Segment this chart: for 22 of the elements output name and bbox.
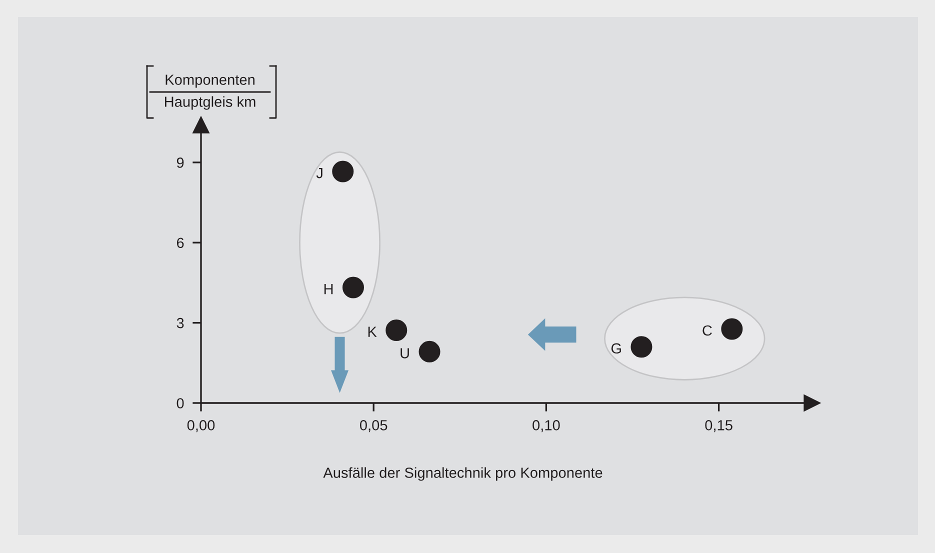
x-tick-label: 0,05 (360, 420, 388, 432)
annotation: C (702, 325, 712, 336)
x-axis-title: Ausfälle der Signaltechnik pro Komponente (323, 467, 602, 481)
annotation: H (324, 284, 333, 294)
x-tick-label: 0,00 (187, 420, 215, 432)
point (418, 340, 440, 362)
x-tick-label: 0,10 (532, 420, 560, 432)
point (721, 318, 743, 340)
y-tick-label: 9 (176, 158, 184, 168)
x-tick-label: 0,15 (705, 420, 732, 432)
y-tick-label: 0 (176, 398, 184, 408)
annotation: K (368, 326, 377, 337)
point (332, 160, 354, 182)
point (342, 276, 364, 298)
annotation: U (400, 348, 409, 358)
y-tick-label: 6 (176, 238, 184, 248)
annotation: J (316, 168, 322, 178)
annotation: G (611, 343, 621, 354)
y-tick-label: 3 (176, 318, 184, 328)
point (630, 336, 652, 358)
y-axis-title: Komponenten Hauptgleis km (165, 74, 256, 110)
point (386, 320, 408, 342)
